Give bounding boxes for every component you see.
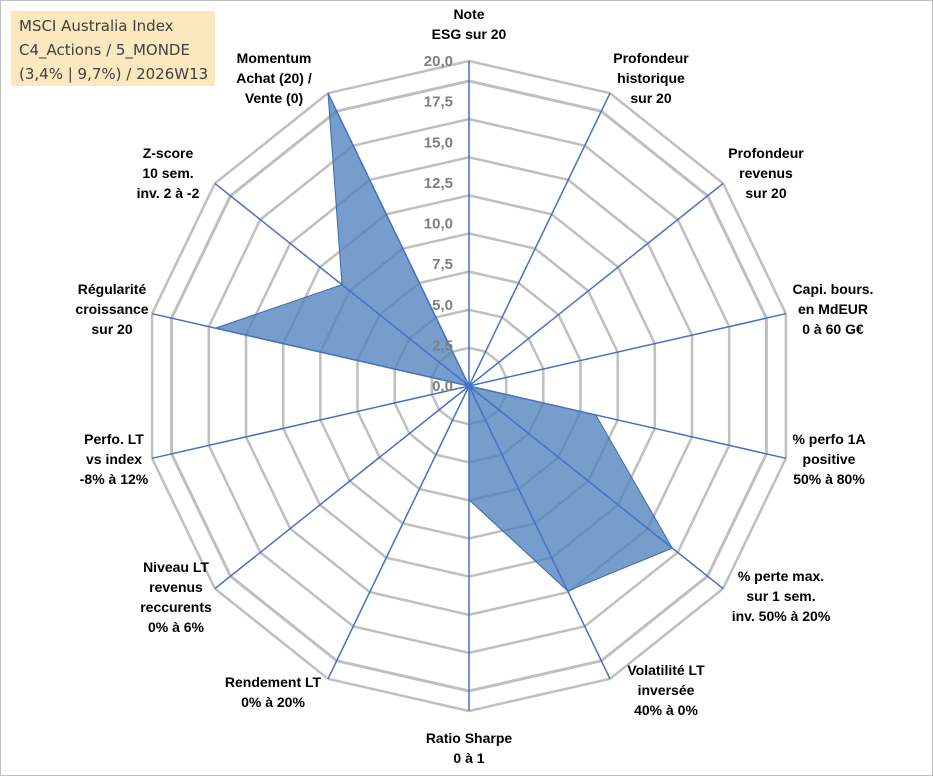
axis-label-9-line-3: 0% à 6% [148,619,205,635]
axis-label-5: % perte max. sur 1 sem. inv. 50% à 20% [732,568,831,624]
spoke-2 [468,182,724,387]
radar-tick-labels: 0,0 2,5 5,0 7,5 10,0 12,5 15,0 17,5 20,0 [424,53,453,395]
tick-label-1: 2,5 [432,337,453,354]
axis-label-5-line-1: sur 1 sem. [746,588,815,604]
radar-axis-labels: Note ESG sur 20 Profondeur historique sur 20… [75,6,873,766]
axis-label-12-line-0: Z-score [143,145,194,161]
tick-label-7: 17,5 [424,94,453,111]
axis-label-13-line-1: Achat (20) / [236,70,312,86]
tick-label-3: 7,5 [432,256,453,273]
outer-edge-7 [327,677,470,713]
axis-label-11-line-1: croissance [75,301,148,317]
axis-label-10-line-1: vs index [86,451,142,467]
outer-edge-4 [721,457,788,590]
axis-label-11: Régularité croissance sur 20 [75,281,148,337]
axis-label-9: Niveau LT revenus reccurents 0% à 6% [140,559,212,635]
axis-label-9-line-2: reccurents [140,599,212,615]
spoke-10 [151,385,470,460]
axis-label-4-line-2: 50% à 80% [793,471,865,487]
spoke-9 [214,385,470,590]
axis-label-13-line-2: Vente (0) [245,90,303,106]
spoke-6 [468,385,611,680]
axis-label-11-line-2: sur 20 [91,321,132,337]
axis-label-9-line-1: revenus [149,579,203,595]
axis-label-0-line-1: ESG sur 20 [432,26,507,42]
axis-label-8: Rendement LT 0% à 20% [225,674,322,710]
spoke-4 [468,385,787,460]
axis-label-5-line-0: % perte max. [738,568,824,584]
axis-label-10: Perfo. LT vs index -8% à 12% [80,431,149,487]
axis-label-0-line-0: Note [453,6,484,22]
tick-label-6: 15,0 [424,134,453,151]
spoke-11 [151,312,470,387]
title-line-2: C4_Actions / 5_MONDE [19,41,190,59]
axis-label-6-line-0: Volatilité LT [627,662,705,678]
outer-edge-11 [150,182,217,315]
title-line-3: (3,4% | 9,7%) / 2026W13 [19,65,209,83]
title-line-1: MSCI Australia Index [19,17,174,35]
axis-label-1: Profondeur historique sur 20 [613,50,689,106]
spoke-12 [214,182,470,387]
axis-label-4-line-1: positive [803,451,856,467]
chart-title-box: MSCI Australia Index C4_Actions / 5_MOND… [11,11,215,86]
axis-label-6-line-1: inversée [638,682,695,698]
axis-label-0: Note ESG sur 20 [432,6,507,42]
axis-label-3: Capi. bours. en MdEUR 0 à 60 G€ [793,281,874,337]
outer-edge-5 [609,587,724,680]
axis-label-8-line-1: 0% à 20% [241,694,305,710]
outer-edge-9 [150,457,217,590]
axis-label-10-line-0: Perfo. LT [84,431,144,447]
axis-label-2-line-1: revenus [739,165,793,181]
spoke-8 [327,385,470,680]
axis-label-12-line-1: 10 sem. [142,165,193,181]
axis-label-10-line-2: -8% à 12% [80,471,149,487]
axis-label-7-line-0: Ratio Sharpe [426,730,513,746]
axis-label-3-line-1: en MdEUR [798,301,868,317]
axis-label-3-line-0: Capi. bours. [793,281,874,297]
axis-label-4: % perfo 1A positive 50% à 80% [792,431,865,487]
axis-label-7: Ratio Sharpe 0 à 1 [426,730,513,766]
tick-label-5: 12,5 [424,175,453,192]
spoke-5 [468,385,724,590]
spoke-13 [327,92,470,387]
outer-edge-6 [468,677,611,713]
axis-label-1-line-2: sur 20 [630,90,671,106]
outer-edge-1 [609,92,724,185]
radar-spokes [151,61,787,711]
spoke-3 [468,312,787,387]
axis-label-2-line-0: Profondeur [728,145,804,161]
axis-label-2-line-2: sur 20 [745,185,786,201]
tick-label-8: 20,0 [424,53,453,70]
outer-edge-12 [214,92,329,185]
axis-label-8-line-0: Rendement LT [225,674,322,690]
tick-label-4: 10,0 [424,216,453,233]
axis-label-12-line-2: inv. 2 à -2 [137,185,200,201]
outer-edge-0 [468,59,611,95]
spoke-1 [468,92,611,387]
tick-label-2: 5,0 [432,297,453,314]
outer-edge-13 [327,59,470,95]
axis-label-6-line-2: 40% à 0% [634,702,698,718]
axis-label-7-line-1: 0 à 1 [453,750,484,766]
outer-edge-2 [721,182,788,315]
axis-label-13: Momentum Achat (20) / Vente (0) [236,50,312,106]
axis-label-12: Z-score 10 sem. inv. 2 à -2 [137,145,200,201]
axis-label-5-line-2: inv. 50% à 20% [732,608,831,624]
axis-label-2: Profondeur revenus sur 20 [728,145,804,201]
axis-label-4-line-0: % perfo 1A [792,431,865,447]
axis-label-9-line-0: Niveau LT [143,559,209,575]
outer-edge-8 [214,587,329,680]
axis-label-1-line-0: Profondeur [613,50,689,66]
axis-label-3-line-2: 0 à 60 G€ [802,321,864,337]
tick-label-0: 0,0 [432,378,453,395]
axis-label-6: Volatilité LT inversée 40% à 0% [627,662,705,718]
axis-label-13-line-0: Momentum [237,50,312,66]
axis-label-11-line-0: Régularité [78,281,147,297]
axis-label-1-line-1: historique [617,70,685,86]
